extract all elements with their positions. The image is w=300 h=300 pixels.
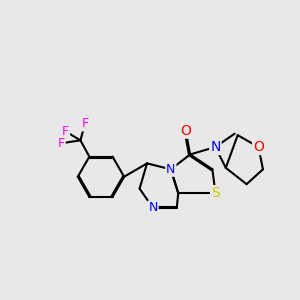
Text: N: N [166, 163, 176, 176]
Text: O: O [253, 140, 264, 154]
Text: F: F [62, 125, 69, 138]
Text: N: N [148, 202, 158, 214]
Text: F: F [58, 137, 65, 150]
Text: S: S [211, 186, 220, 200]
Text: O: O [180, 124, 191, 138]
Text: F: F [81, 118, 88, 130]
Text: N: N [210, 140, 220, 154]
